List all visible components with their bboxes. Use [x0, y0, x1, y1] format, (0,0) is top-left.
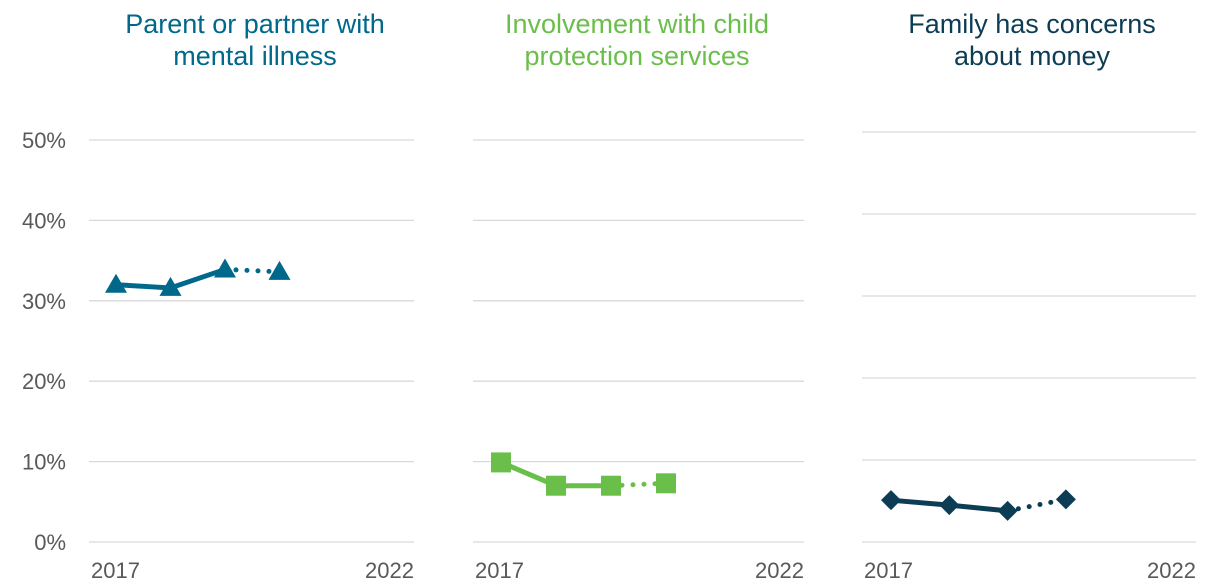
- y-tick-label: 20%: [22, 369, 66, 394]
- x-tick-label: 2017: [864, 558, 913, 581]
- data-point-square: [601, 475, 621, 496]
- title-line: mental illness: [173, 41, 337, 71]
- series-segment: [888, 497, 952, 508]
- data-point-triangle: [159, 276, 182, 296]
- x-tick-label: 2022: [755, 558, 804, 581]
- title-line: about money: [953, 41, 1111, 71]
- x-tick-label: 2022: [1147, 558, 1196, 581]
- panel-title-money-concerns: Family has concerns about money: [857, 8, 1207, 72]
- panel-title-child-protection: Involvement with child protection servic…: [462, 8, 812, 72]
- y-tick-label: 30%: [22, 289, 66, 314]
- series-segment-dotted: [1005, 496, 1069, 514]
- data-point-square: [491, 452, 511, 473]
- x-tick-label: 2017: [475, 558, 524, 581]
- series-segment-dotted: [222, 266, 282, 275]
- series-segment: [168, 266, 228, 291]
- y-tick-label: 10%: [22, 450, 66, 475]
- data-point-square: [546, 475, 566, 496]
- panel-title-mental-illness: Parent or partner with mental illness: [80, 8, 430, 72]
- series-segment: [946, 502, 1011, 514]
- data-point-triangle: [105, 273, 127, 293]
- y-tick-label: 0%: [34, 530, 66, 555]
- data-point-diamond: [939, 495, 960, 516]
- x-tick-label: 2022: [365, 558, 414, 581]
- title-line: Involvement with child: [504, 9, 770, 39]
- y-tick-label: 50%: [22, 128, 66, 153]
- title-line: protection services: [524, 41, 750, 71]
- title-line: Parent or partner with: [125, 9, 385, 39]
- title-line: Family has concerns: [908, 9, 1156, 39]
- data-point-triangle: [268, 260, 291, 280]
- x-tick-label: 2017: [91, 558, 140, 581]
- data-point-square: [656, 473, 676, 494]
- data-point-diamond: [1055, 489, 1076, 510]
- data-point-diamond: [997, 500, 1018, 521]
- data-point-triangle: [214, 258, 236, 278]
- data-point-diamond: [881, 490, 901, 511]
- y-tick-label: 40%: [22, 208, 66, 233]
- series-segment: [113, 282, 173, 291]
